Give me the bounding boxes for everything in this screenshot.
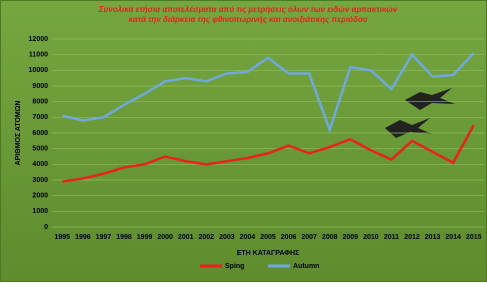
x-tick-label: 2001 [178,234,194,241]
y-tick-label: 3000 [32,177,48,184]
chart: Συνολικά ετήσια αποτελέσματα από τις μετ… [0,0,487,282]
y-tick-label: 11000 [29,52,48,59]
chart-title: Συνολικά ετήσια αποτελέσματα από τις μετ… [98,5,398,14]
x-tick-label: 1995 [54,234,70,241]
x-tick-label: 2004 [240,234,256,241]
x-tick-label: 2000 [157,234,173,241]
x-tick-label: 2003 [219,234,235,241]
x-tick-label: 2011 [384,234,399,241]
y-tick-label: 8000 [32,99,48,106]
x-tick-label: 2010 [363,234,379,241]
x-tick-label: 1996 [75,234,91,241]
y-tick-label: 7000 [32,114,48,121]
legend-label: Sping [225,263,244,270]
x-tick-label: 2012 [404,234,420,241]
y-tick-label: 9000 [32,83,48,90]
y-axis-label: ΑΡΙΘΜΟΣ ΑΤΟΜΩΝ [15,101,22,166]
x-axis-label: ΕΤΗ ΚΑΤΑΓΡΑΦΗΣ [237,250,300,257]
y-tick-label: 12000 [29,36,49,43]
x-tick-label: 1999 [137,234,153,241]
y-tick-label: 5000 [32,146,48,153]
x-tick-label: 2015 [466,234,482,241]
y-tick-label: 6000 [32,130,48,137]
x-tick-label: 2006 [281,234,297,241]
x-tick-label: 1997 [96,234,112,241]
chart-title: κατά την διάρκεια της φθινοπωρινής και α… [129,15,368,24]
y-tick-label: 10000 [29,67,49,74]
x-tick-label: 2014 [445,234,461,241]
x-tick-label: 2005 [260,234,276,241]
x-tick-label: 1998 [116,234,132,241]
x-tick-label: 2002 [198,234,214,241]
x-tick-label: 2009 [342,234,358,241]
y-tick-label: 0 [44,224,48,231]
x-tick-label: 2013 [425,234,441,241]
y-tick-label: 4000 [32,161,48,168]
legend-label: Autumn [293,263,319,270]
y-tick-label: 2000 [32,193,48,200]
x-tick-label: 2007 [301,234,317,241]
y-tick-label: 1000 [32,208,48,215]
x-tick-label: 2008 [322,234,338,241]
